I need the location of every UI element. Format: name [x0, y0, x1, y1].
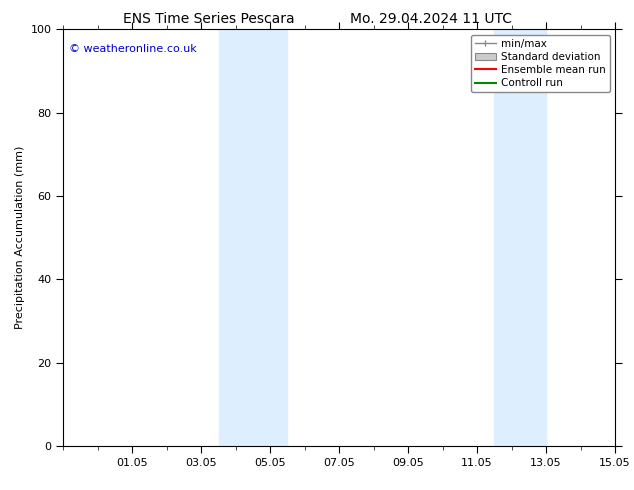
Bar [219, 29, 287, 446]
Text: ENS Time Series Pescara: ENS Time Series Pescara [124, 12, 295, 26]
Legend: min/max, Standard deviation, Ensemble mean run, Controll run: min/max, Standard deviation, Ensemble me… [470, 35, 610, 92]
Text: Mo. 29.04.2024 11 UTC: Mo. 29.04.2024 11 UTC [350, 12, 512, 26]
Text: © weatheronline.co.uk: © weatheronline.co.uk [69, 44, 197, 54]
Y-axis label: Precipitation Accumulation (mm): Precipitation Accumulation (mm) [15, 146, 25, 329]
Bar [495, 29, 546, 446]
